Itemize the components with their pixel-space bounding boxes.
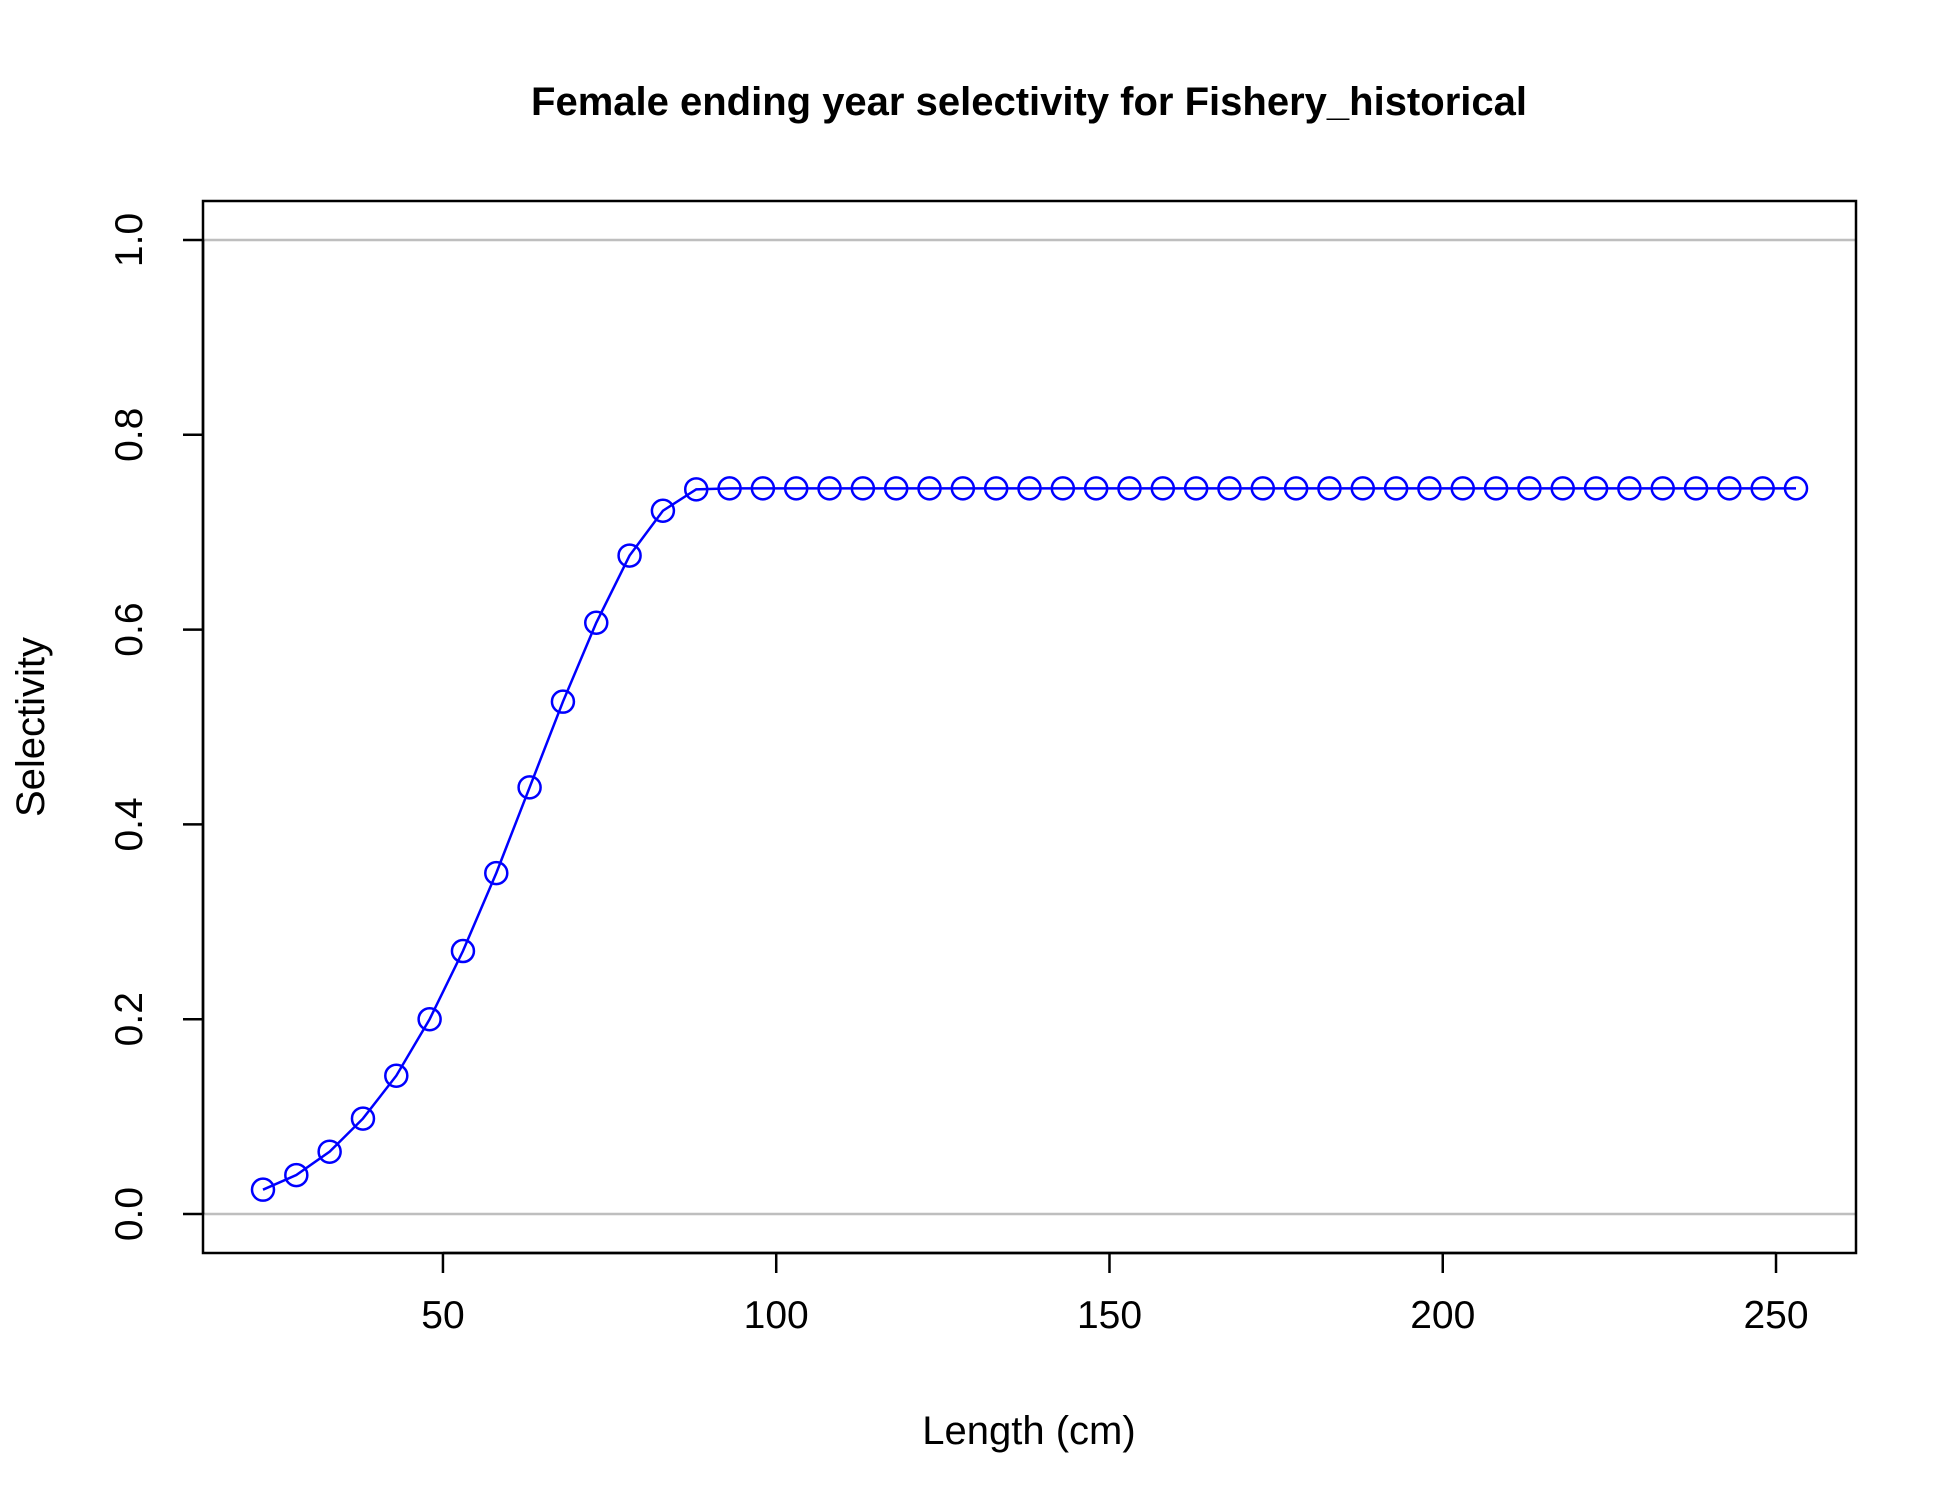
data-point: [1417, 476, 1442, 501]
data-point: [617, 543, 642, 568]
data-point: [1683, 476, 1709, 501]
data-point: [1250, 476, 1276, 501]
data-point: [584, 610, 609, 636]
data-point: [1650, 476, 1675, 501]
data-point: [517, 775, 542, 800]
data-point: [484, 860, 509, 886]
data-point: [983, 476, 1009, 501]
data-point: [1783, 476, 1809, 501]
data-point: [1717, 476, 1742, 501]
y-tick-label: 0.2: [108, 992, 151, 1046]
x-tick-label: 150: [1077, 1294, 1142, 1337]
data-point: [417, 1006, 442, 1032]
x-tick-label: 100: [744, 1294, 809, 1337]
data-point: [284, 1162, 309, 1188]
data-point: [1183, 476, 1209, 501]
data-point: [1483, 476, 1509, 501]
y-tick-label: 0.0: [108, 1187, 151, 1241]
data-point: [1583, 476, 1609, 501]
x-axis-label: Length (cm): [922, 1409, 1135, 1453]
data-point: [683, 477, 709, 502]
data-point: [917, 476, 942, 501]
series-layer: [250, 476, 1809, 1202]
x-axis: 50 100 150 200 250: [421, 1251, 1809, 1337]
series-line-0: [262, 487, 1797, 1191]
data-point: [1017, 476, 1042, 501]
chart-title: Female ending year selectivity for Fishe…: [531, 80, 1527, 124]
reference-lines: [203, 238, 1856, 1216]
data-point: [817, 476, 842, 501]
data-point: [1550, 476, 1575, 501]
data-point: [1050, 476, 1076, 501]
data-point: [550, 689, 576, 714]
data-point: [850, 476, 876, 501]
y-axis-label: Selectivity: [9, 637, 53, 817]
data-point: [317, 1139, 342, 1164]
data-point: [750, 476, 776, 501]
data-point: [1117, 476, 1142, 501]
x-tick-label: 200: [1410, 1294, 1475, 1337]
y-tick-label: 0.4: [108, 797, 151, 851]
data-point: [1283, 476, 1309, 501]
data-point: [384, 1063, 409, 1088]
data-point: [950, 476, 976, 501]
data-point: [1083, 476, 1109, 501]
data-point: [1517, 476, 1542, 501]
data-point: [250, 1177, 276, 1202]
y-tick-label: 1.0: [108, 213, 151, 267]
y-tick-label: 0.8: [108, 408, 151, 462]
data-point: [883, 476, 909, 501]
data-point: [650, 498, 676, 524]
data-point: [1383, 476, 1409, 501]
y-axis: 0.0 0.2 0.4 0.6 0.8 1.0: [108, 213, 205, 1241]
data-point: [1617, 476, 1642, 501]
y-tick-label: 0.6: [108, 602, 151, 656]
data-point: [1217, 476, 1242, 501]
data-point: [1150, 476, 1176, 501]
data-point: [1450, 476, 1475, 501]
data-point: [450, 938, 476, 964]
data-point: [1750, 476, 1775, 501]
data-point: [1350, 476, 1376, 501]
data-point: [350, 1106, 376, 1131]
data-point: [783, 476, 809, 501]
x-tick-label: 250: [1743, 1294, 1808, 1337]
data-point: [717, 476, 742, 501]
plot-frame: [201, 199, 1858, 1255]
data-point: [1317, 476, 1342, 501]
x-tick-label: 50: [421, 1294, 464, 1337]
